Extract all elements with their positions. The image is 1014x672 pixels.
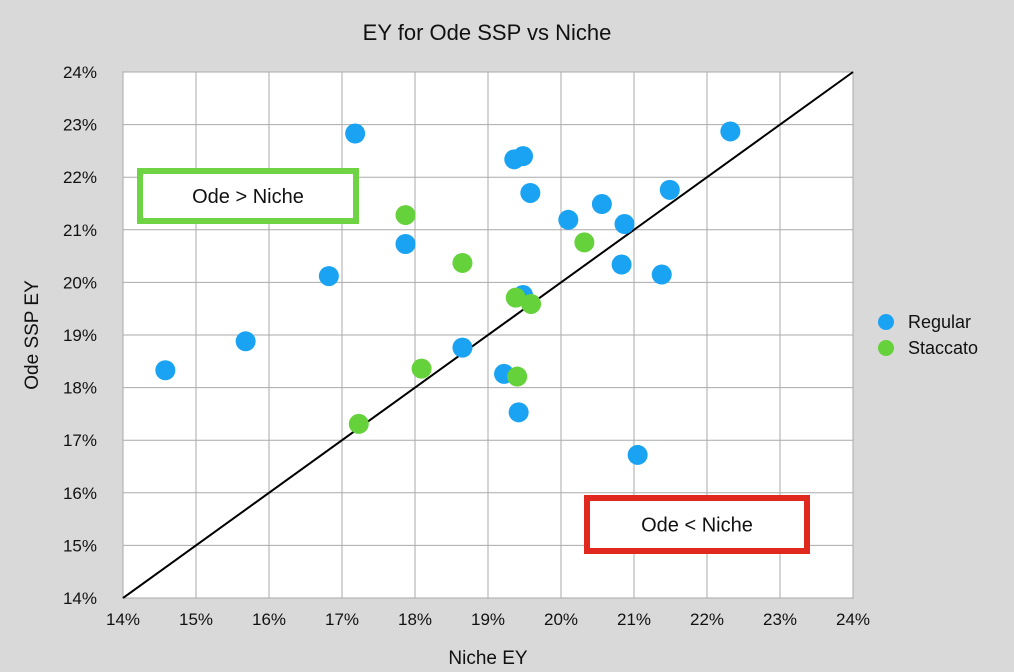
x-tick-label: 18% bbox=[398, 610, 432, 629]
x-tick-label: 21% bbox=[617, 610, 651, 629]
regular-point bbox=[558, 209, 579, 230]
regular-point bbox=[611, 254, 632, 275]
staccato-point bbox=[574, 232, 595, 253]
regular-point bbox=[614, 214, 635, 235]
x-axis-ticks: 14% 15% 16% 17% 18% 19% 20% 21% 22% 23% 24% bbox=[106, 610, 870, 629]
data-points bbox=[155, 121, 741, 465]
x-tick-label: 14% bbox=[106, 610, 140, 629]
x-tick-label: 24% bbox=[836, 610, 870, 629]
x-tick-label: 20% bbox=[544, 610, 578, 629]
y-axis-label: Ode SSP EY bbox=[22, 280, 43, 390]
y-tick-label: 16% bbox=[63, 484, 97, 503]
quadrant-annotations: Ode > Niche Ode < Niche bbox=[137, 168, 810, 554]
y-tick-label: 22% bbox=[63, 168, 97, 187]
regular-point bbox=[720, 121, 741, 142]
staccato-point bbox=[452, 252, 473, 273]
x-tick-label: 17% bbox=[325, 610, 359, 629]
regular-point bbox=[235, 331, 256, 352]
ode-greater-box-label: Ode > Niche bbox=[192, 186, 304, 208]
y-tick-label: 15% bbox=[63, 536, 97, 555]
staccato-point bbox=[505, 287, 526, 308]
y-tick-label: 17% bbox=[63, 431, 97, 450]
regular-point bbox=[520, 182, 541, 203]
regular-point bbox=[318, 266, 339, 287]
regular-point bbox=[395, 234, 416, 255]
x-tick-label: 22% bbox=[690, 610, 724, 629]
ode-less-box-label: Ode < Niche bbox=[641, 515, 753, 537]
staccato-point bbox=[411, 358, 432, 379]
staccato-point bbox=[395, 205, 416, 226]
regular-point bbox=[627, 444, 648, 465]
y-tick-label: 24% bbox=[63, 63, 97, 82]
y-tick-label: 23% bbox=[63, 116, 97, 135]
legend-label-regular: Regular bbox=[908, 312, 971, 332]
staccato-point bbox=[348, 413, 369, 434]
staccato-point bbox=[507, 366, 528, 387]
legend-marker-staccato bbox=[878, 340, 894, 356]
regular-point bbox=[452, 337, 473, 358]
legend: Regular Staccato bbox=[878, 312, 978, 358]
y-tick-label: 14% bbox=[63, 589, 97, 608]
y-axis-ticks: 14% 15% 16% 17% 18% 19% 20% 21% 22% 23% 24% bbox=[63, 63, 97, 608]
x-tick-label: 19% bbox=[471, 610, 505, 629]
ode-less-box bbox=[584, 495, 810, 554]
y-tick-label: 19% bbox=[63, 326, 97, 345]
legend-label-staccato: Staccato bbox=[908, 338, 978, 358]
reference-diagonal-line bbox=[122, 71, 854, 599]
y-tick-label: 20% bbox=[63, 273, 97, 292]
legend-marker-regular bbox=[878, 314, 894, 330]
staccato-point bbox=[521, 293, 542, 314]
regular-point bbox=[155, 360, 176, 381]
y-tick-label: 18% bbox=[63, 379, 97, 398]
x-axis-label: Niche EY bbox=[448, 648, 528, 669]
regular-point bbox=[345, 123, 366, 144]
ode-greater-box bbox=[137, 168, 359, 224]
regular-point bbox=[651, 264, 672, 285]
regular-point bbox=[508, 402, 529, 423]
regular-point bbox=[659, 179, 680, 200]
x-tick-label: 23% bbox=[763, 610, 797, 629]
regular-point bbox=[513, 146, 534, 167]
chart-title: EY for Ode SSP vs Niche bbox=[363, 20, 612, 45]
x-tick-label: 15% bbox=[179, 610, 213, 629]
y-tick-label: 21% bbox=[63, 221, 97, 240]
regular-point bbox=[591, 194, 612, 215]
gridlines bbox=[122, 71, 854, 599]
x-tick-label: 16% bbox=[252, 610, 286, 629]
